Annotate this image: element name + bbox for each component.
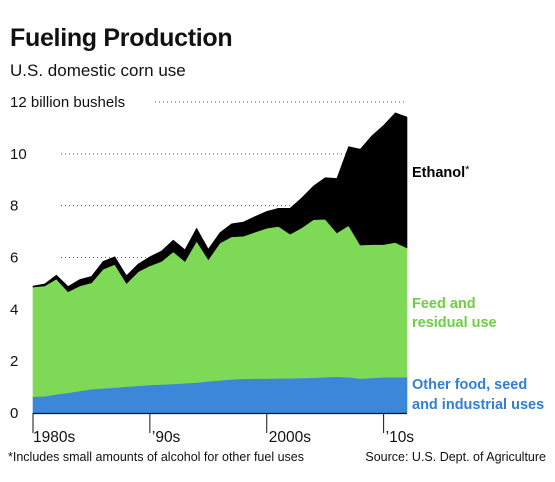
area-ethanol	[32, 112, 408, 293]
chart-title: Fueling Production	[10, 24, 233, 52]
y-tick-label: 12 billion bushels	[10, 94, 125, 111]
x-tick-label: ’10s	[386, 429, 415, 446]
x-tick-label: ’90s	[152, 429, 181, 446]
source-note: Source: U.S. Dept. of Agriculture	[365, 450, 546, 464]
other-uses-label: and industrial uses	[412, 397, 544, 413]
chart-subtitle: U.S. domestic corn use	[10, 61, 186, 80]
y-tick-label: 6	[10, 250, 18, 267]
y-tick-label: 8	[10, 198, 18, 215]
y-tick-label: 4	[10, 301, 18, 318]
y-tick-label: 2	[10, 353, 18, 370]
y-tick-label: 0	[10, 405, 18, 422]
x-tick-label: 1980s	[33, 429, 75, 446]
area-feed	[32, 218, 408, 397]
y-tick-label: 10	[10, 146, 27, 163]
ethanol-label: Ethanol*	[412, 164, 470, 181]
area-series	[32, 112, 408, 414]
x-tick-label: 2000s	[269, 429, 311, 446]
feed-label: Feed and	[412, 296, 476, 312]
series-labels: Ethanol* Feed and residual use Other food, …	[412, 164, 544, 413]
other-uses-label: Other food, seed	[412, 377, 527, 393]
footnote: *Includes small amounts of alcohol for o…	[8, 450, 304, 464]
feed-label: residual use	[412, 315, 497, 331]
axis-ticks: 0 2 4 6 8 10 12 billion bushels 1980s ’90s 2000s ’…	[10, 94, 414, 446]
